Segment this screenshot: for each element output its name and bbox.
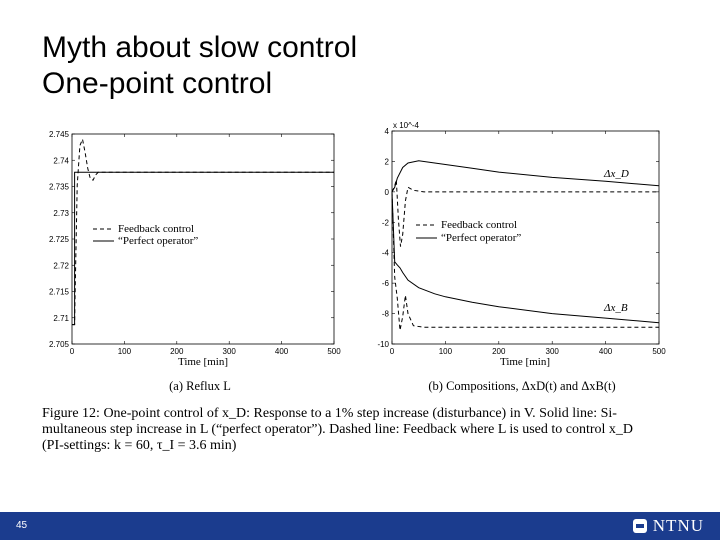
right-legend-perfect: “Perfect operator” — [441, 232, 521, 244]
right-ytick-label: -2 — [382, 218, 390, 227]
left-series — [72, 137, 334, 326]
left-ytick-label: 2.74 — [53, 156, 69, 165]
right-ytick-label: -10 — [377, 340, 389, 349]
right-series-line-perfect-0 — [391, 160, 660, 193]
left-xticks: 0 100 200 300 400 500 — [70, 134, 341, 356]
caption-line-2: multaneous step increase in L (“perfect … — [42, 422, 634, 437]
right-xtick-label: 200 — [492, 347, 506, 356]
right-xtick-label: 500 — [652, 347, 666, 356]
left-xtick-label: 200 — [170, 347, 184, 356]
left-xtick-label: 300 — [223, 347, 237, 356]
annotation-delta-xd: Δx_D — [603, 168, 629, 180]
right-ytick-label: -6 — [382, 279, 390, 288]
caption-line-1: Figure 12: One-point control of x_D: Res… — [42, 406, 617, 421]
right-ytick-label: -4 — [382, 249, 390, 258]
footer-bar: 45 NTNU — [0, 512, 720, 540]
left-plot-frame — [71, 133, 335, 345]
figure-caption: Figure 12: One-point control of x_D: Res… — [42, 406, 682, 454]
right-subtitle: (b) Compositions, ΔxD(t) and ΔxB(t) — [428, 379, 615, 393]
left-ytick-label: 2.72 — [53, 261, 69, 270]
left-xtick-label: 400 — [275, 347, 289, 356]
left-ytick-label: 2.745 — [49, 130, 70, 139]
left-ytick-label: 2.71 — [53, 314, 69, 323]
ntnu-logo-icon — [632, 519, 647, 533]
right-ytick-label: 0 — [385, 188, 390, 197]
right-ytick-label: 4 — [385, 127, 390, 136]
right-series-line-perfect-2 — [391, 191, 660, 324]
chart-right: x 10^-4 420-2-4-6-8-10 0 100 200 300 400 500 … — [377, 121, 666, 393]
right-multiplier: x 10^-4 — [393, 121, 420, 130]
title-line-1: Myth about slow control — [42, 31, 358, 64]
left-legend-perfect: “Perfect operator” — [118, 235, 198, 247]
right-xtick-label: 0 — [390, 347, 395, 356]
left-subtitle: (a) Reflux L — [169, 379, 231, 393]
left-ytick-label: 2.725 — [49, 235, 70, 244]
left-series-line-feedback-0 — [72, 137, 334, 326]
left-ytick-label: 2.705 — [49, 340, 70, 349]
left-series-line-perfect-1 — [72, 171, 334, 326]
left-ytick-label: 2.73 — [53, 209, 69, 218]
right-legend-feedback: Feedback control — [441, 219, 517, 231]
right-xlabel: Time [min] — [500, 356, 550, 368]
right-ytick-label: 2 — [385, 157, 390, 166]
left-xtick-label: 0 — [70, 347, 75, 356]
left-xtick-label: 500 — [327, 347, 341, 356]
right-series — [391, 160, 660, 331]
left-ytick-label: 2.735 — [49, 183, 70, 192]
page-number: 45 — [16, 520, 28, 531]
ntnu-logo: NTNU — [632, 516, 704, 536]
right-series-line-feedback-3 — [391, 191, 659, 331]
annotation-delta-xb: Δx_B — [603, 302, 628, 314]
left-yticks: 2.705 2.71 2.715 2.72 2.725 2.73 2.735 2.74 2.74… — [49, 130, 334, 349]
left-legend-feedback: Feedback control — [118, 223, 194, 235]
right-xtick-label: 400 — [599, 347, 613, 356]
right-series-line-feedback-1 — [391, 179, 659, 247]
left-xtick-label: 100 — [118, 347, 132, 356]
chart-left: 2.705 2.71 2.715 2.72 2.725 2.73 2.735 2.74 2.74… — [49, 130, 341, 393]
right-xticks: 0 100 200 300 400 500 — [390, 131, 666, 356]
slide-title: Myth about slow control One-point contro… — [42, 30, 357, 102]
title-line-2: One-point control — [42, 67, 273, 100]
left-ytick-label: 2.715 — [49, 288, 70, 297]
left-xlabel: Time [min] — [178, 356, 228, 368]
right-ytick-label: -8 — [382, 310, 390, 319]
ntnu-logo-text: NTNU — [652, 516, 704, 535]
right-xtick-label: 100 — [439, 347, 453, 356]
caption-line-3: (PI-settings: k = 60, τ_I = 3.6 min) — [42, 438, 237, 453]
right-xtick-label: 300 — [546, 347, 560, 356]
right-yticks: 4 2 0 -2 -4 -6 -8 -10 — [377, 127, 659, 349]
right-plot-frame — [391, 130, 660, 345]
